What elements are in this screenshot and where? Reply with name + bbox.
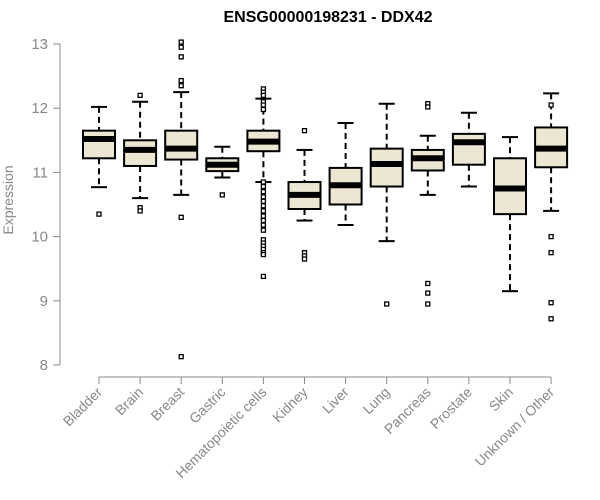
outlier-point [178,83,184,89]
box-breast [164,39,199,360]
y-axis: 8 9 10 11 12 13 [31,36,61,374]
outlier-point [425,280,431,287]
outlier-point [260,183,267,190]
box-brain [123,92,158,214]
outlier-point [260,227,267,233]
x-tick-label: Liver [319,384,352,417]
box-group [82,39,569,360]
outlier-point [260,213,267,219]
box-kidney [287,128,322,262]
outlier-point [260,92,267,99]
outlier-point [260,273,267,280]
outlier-point [178,77,184,84]
y-tick-label: 12 [31,100,48,117]
y-tick-label: 13 [31,36,48,53]
box-lung [369,102,404,307]
outlier-point [260,208,267,214]
box-skin [493,136,527,293]
outlier-point [178,44,184,50]
outlier-point [260,106,267,113]
iqr-box [164,129,199,161]
box-gastric [205,145,240,198]
outlier-point [137,208,143,214]
x-tick-label: Kidney [269,384,311,426]
y-tick-label: 10 [31,229,48,246]
outlier-point [425,301,431,307]
outlier-point [548,102,554,108]
iqr-box [451,132,486,166]
x-tick-label: Breast [147,384,187,424]
outlier-point [260,102,267,108]
outlier-point [425,290,431,296]
box-bladder [82,105,116,217]
box-pancreas [410,101,445,307]
box-liver [328,121,363,227]
x-tick-label: Lung [359,384,392,417]
outlier-point [548,249,554,256]
chart-title: ENSG00000198231 - DDX42 [223,9,432,26]
outlier-point [178,354,184,360]
box-unknown-other [534,92,569,322]
outlier-point [384,301,390,307]
iqr-box [123,139,158,167]
outlier-point [178,39,184,45]
outlier-point [260,189,267,195]
iqr-box [82,129,116,160]
box-hematopoietic-cells [246,86,281,280]
outlier-point [260,251,267,258]
x-tick-label: Prostate [427,384,475,432]
outlier-point [301,256,308,262]
iqr-box [369,147,404,188]
outlier-point [548,300,554,306]
outlier-point [260,217,267,224]
outlier-point [548,233,554,240]
y-tick-label: 8 [40,357,48,374]
outlier-point [178,214,184,220]
x-tick-label: Brain [112,384,146,418]
outlier-point [548,316,554,322]
y-tick-label: 11 [32,164,48,181]
outlier-point [301,128,308,134]
outlier-point [260,179,267,185]
box-prostate [451,111,486,188]
y-tick-label: 9 [40,293,48,310]
outlier-point [425,104,431,110]
y-axis-label: Expression [0,165,16,234]
outlier-point [260,203,267,209]
outlier-point [137,92,143,99]
outlier-point [260,198,267,204]
outlier-point [260,222,267,228]
outlier-point [96,211,102,217]
outlier-point [219,192,225,198]
outlier-point [260,194,267,200]
outlier-point [178,54,184,60]
x-tick-label: Skin [486,384,517,415]
x-tick-label: Bladder [60,384,106,430]
